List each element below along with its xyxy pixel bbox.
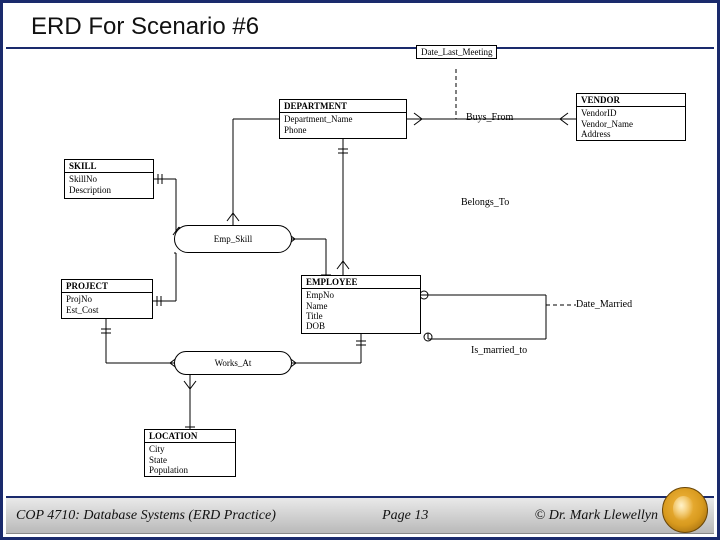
entity-header: PROJECT [62, 280, 152, 293]
entity-attrs: Department_NamePhone [280, 113, 406, 136]
entity-project: PROJECT ProjNoEst_Cost [61, 279, 153, 319]
entity-attrs: CityStatePopulation [145, 443, 235, 476]
rel-label-buys-from: Buys_From [466, 112, 513, 123]
assoc-label: Emp_Skill [214, 234, 253, 244]
assoc-label: Works_At [215, 358, 252, 368]
slide-title: ERD For Scenario #6 [31, 13, 259, 41]
entity-attrs: SkillNoDescription [65, 173, 153, 196]
entity-attrs: ProjNoEst_Cost [62, 293, 152, 316]
assoc-works-at: Works_At [174, 351, 292, 375]
entity-location: LOCATION CityStatePopulation [144, 429, 236, 477]
attr-date-married: Date_Married [576, 299, 632, 310]
entity-attrs: VendorIDVendor_NameAddress [577, 107, 685, 140]
erd-canvas: SKILL SkillNoDescription DEPARTMENT Depa… [6, 49, 714, 493]
entity-header: SKILL [65, 160, 153, 173]
slide-footer: COP 4710: Database Systems (ERD Practice… [6, 496, 714, 534]
entity-skill: SKILL SkillNoDescription [64, 159, 154, 199]
rel-label-is-married-to: Is_married_to [471, 345, 527, 356]
entity-department: DEPARTMENT Department_NamePhone [279, 99, 407, 139]
entity-header: EMPLOYEE [302, 276, 420, 289]
entity-vendor: VENDOR VendorIDVendor_NameAddress [576, 93, 686, 141]
attr-text: Date_Last_Meeting [421, 47, 492, 57]
entity-employee: EMPLOYEE EmpNoNameTitleDOB [301, 275, 421, 334]
footer-left: COP 4710: Database Systems (ERD Practice… [6, 508, 276, 524]
entity-attrs: EmpNoNameTitleDOB [302, 289, 420, 332]
attr-date-last-meeting: Date_Last_Meeting [416, 45, 497, 59]
entity-header: VENDOR [577, 94, 685, 107]
footer-center: Page 13 [276, 508, 535, 524]
rel-label-belongs-to: Belongs_To [461, 197, 509, 208]
assoc-emp-skill: Emp_Skill [174, 225, 292, 253]
entity-header: DEPARTMENT [280, 100, 406, 113]
entity-header: LOCATION [145, 430, 235, 443]
ucf-logo-icon [662, 487, 708, 533]
